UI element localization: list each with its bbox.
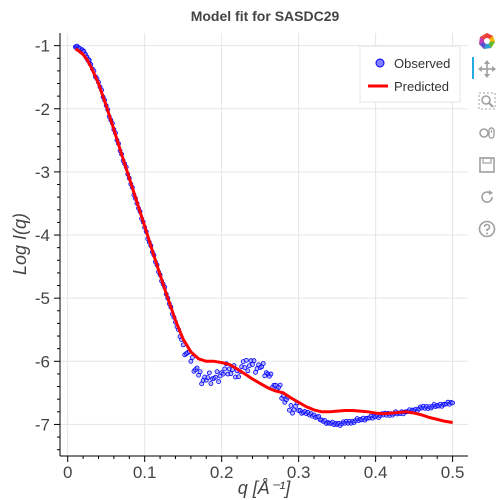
observed-point: [251, 358, 257, 364]
x-axis-label: q [Å⁻¹]: [238, 478, 292, 498]
observed-point: [245, 368, 251, 374]
observed-point: [205, 375, 211, 381]
observed-point: [197, 369, 203, 375]
observed-point: [190, 355, 195, 360]
save-icon[interactable]: [478, 156, 496, 174]
pan-icon[interactable]: [478, 60, 496, 78]
observed-point: [268, 371, 274, 377]
reset-icon[interactable]: [478, 188, 496, 206]
observed-point: [188, 358, 194, 364]
x-tick-label: 0.3: [287, 463, 311, 482]
legend: Observed Predicted: [359, 45, 461, 103]
observed-point: [277, 382, 283, 388]
observed-point: [242, 365, 248, 371]
observed-point: [288, 403, 294, 408]
observed-point: [236, 374, 241, 380]
wheel-zoom-icon[interactable]: [478, 124, 496, 142]
observed-point: [194, 365, 200, 371]
series-layer: [72, 43, 456, 428]
box-zoom-icon[interactable]: [478, 92, 496, 110]
x-tick-label: 0.1: [133, 463, 157, 482]
observed-point: [243, 357, 249, 363]
legend-box: [359, 45, 461, 103]
chart-title: Model fit for SASDC29: [191, 8, 340, 24]
observed-point: [222, 366, 228, 372]
observed-point: [214, 369, 220, 375]
observed-point: [260, 361, 266, 366]
y-tick-label: -1: [35, 37, 50, 56]
y-tick-label: -2: [35, 100, 50, 119]
observed-point: [216, 379, 221, 384]
x-tick-label: 0.4: [364, 463, 388, 482]
observed-point: [213, 374, 218, 380]
toolbar: [472, 30, 500, 270]
y-tick-label: -7: [35, 415, 50, 434]
observed-point: [450, 400, 456, 406]
predicted-line: [74, 47, 453, 425]
bokeh-logo-icon[interactable]: [478, 32, 496, 50]
legend-predicted-label: Predicted: [394, 79, 449, 94]
y-tick-label: -4: [35, 226, 50, 245]
y-axis-label: Log I(q): [10, 213, 30, 275]
legend-observed-label: Observed: [394, 56, 450, 71]
active-tool-indicator: [472, 57, 474, 79]
x-tick-label: 0.5: [441, 463, 465, 482]
legend-observed-marker: [375, 58, 385, 68]
observed-point: [220, 371, 226, 377]
y-tick-label: -3: [35, 163, 50, 182]
observed-point: [206, 370, 212, 376]
y-tick-label: -6: [35, 352, 50, 371]
x-tick-label: 0: [63, 463, 72, 482]
observed-point: [208, 381, 214, 386]
x-axis: 0 0.1 0.2 0.3 0.4 0.5: [60, 455, 468, 482]
x-tick-label: 0.2: [210, 463, 234, 482]
y-tick-label: -5: [35, 289, 50, 308]
observed-point: [228, 371, 234, 377]
help-icon[interactable]: [478, 220, 496, 238]
y-axis: -1 -2 -3 -4 -5 -6 -7: [35, 33, 61, 456]
observed-point: [287, 407, 292, 413]
